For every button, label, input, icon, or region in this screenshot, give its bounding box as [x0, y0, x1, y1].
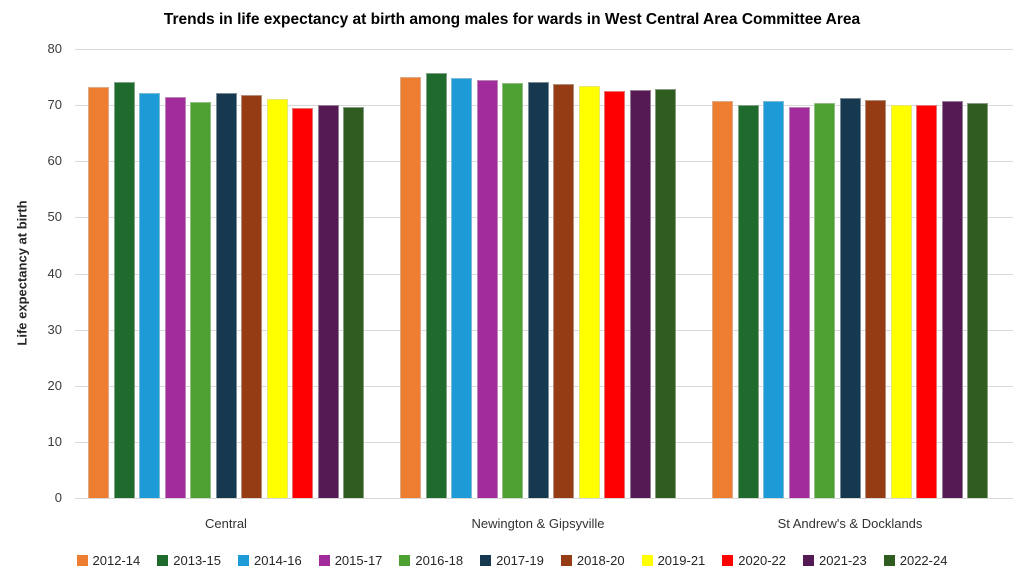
- legend-swatch-icon: [157, 555, 169, 566]
- legend-item: 2012-14: [76, 553, 141, 568]
- legend-swatch-icon: [76, 555, 88, 566]
- legend-item: 2016-18: [399, 553, 463, 568]
- y-tick-label: 70: [47, 97, 62, 113]
- bar: [814, 103, 835, 498]
- bar: [967, 103, 988, 498]
- legend-item: 2013-15: [157, 553, 221, 568]
- legend-label: 2015-17: [334, 553, 383, 568]
- bar: [164, 96, 186, 498]
- bar: [839, 98, 861, 498]
- bar: [763, 101, 784, 498]
- bar-group-1: [88, 49, 364, 498]
- legend-label: 2014-16: [253, 553, 302, 568]
- bar: [527, 81, 549, 498]
- bar: [655, 88, 676, 498]
- legend-swatch-icon: [318, 555, 330, 566]
- bar: [916, 104, 937, 498]
- bar: [241, 95, 262, 498]
- legend-item: 2020-22: [722, 553, 786, 568]
- bar: [215, 93, 237, 498]
- legend-item: 2018-20: [560, 553, 625, 568]
- legend-swatch-icon: [641, 555, 653, 566]
- legend-label: 2012-14: [92, 553, 141, 568]
- legend-item: 2017-19: [480, 553, 544, 568]
- y-tick-label: 80: [47, 41, 62, 56]
- y-tick-label: 40: [47, 265, 62, 281]
- bar: [425, 73, 447, 498]
- y-tick-label: 0: [54, 490, 62, 505]
- legend-item: 2022-24: [883, 553, 948, 568]
- bar: [737, 104, 759, 498]
- legend-swatch-icon: [237, 555, 249, 566]
- y-tick-label: 50: [47, 209, 62, 225]
- bar: [890, 105, 912, 498]
- gridline: [75, 49, 1013, 50]
- bar-group-2: [400, 49, 676, 498]
- bar: [88, 86, 109, 498]
- bar: [788, 106, 810, 498]
- bar: [317, 104, 339, 498]
- legend-swatch-icon: [722, 555, 734, 566]
- legend-label: 2013-15: [173, 553, 221, 568]
- legend-label: 2016-18: [415, 553, 464, 568]
- legend-label: 2022-24: [899, 553, 948, 568]
- bar: [865, 100, 886, 498]
- bar: [400, 77, 421, 498]
- bar: [629, 89, 651, 498]
- bar: [190, 101, 211, 498]
- legend-swatch-icon: [883, 555, 895, 566]
- y-tick-label: 20: [47, 377, 62, 393]
- legend-swatch-icon: [480, 555, 492, 566]
- chart-title: Trends in life expectancy at birth among…: [163, 11, 861, 28]
- bar: [343, 107, 364, 498]
- legend-item: 2019-21: [641, 553, 706, 568]
- legend-label: 2017-19: [496, 553, 544, 568]
- legend-label: 2021-23: [819, 553, 867, 568]
- x-axis-label: Newington & Gipsyville: [471, 516, 605, 531]
- legend-swatch-icon: [399, 555, 411, 566]
- bar: [476, 79, 498, 498]
- y-tick-label: 30: [47, 321, 62, 337]
- legend-label: 2020-22: [738, 553, 787, 568]
- legend: 2012-14 2013-15 2014-16 2015-17 2016-18 2017-…: [0, 553, 1024, 568]
- y-axis-title: Life expectancy at birth: [14, 200, 30, 346]
- bar: [578, 86, 600, 498]
- bar: [451, 77, 472, 498]
- x-axis-label: St Andrew's & Docklands: [777, 516, 923, 531]
- bar-group-3: [712, 49, 988, 498]
- y-tick-label: 60: [47, 153, 62, 169]
- bar: [604, 91, 625, 498]
- legend-item: 2015-17: [318, 553, 383, 568]
- y-tick-label: 10: [47, 433, 62, 449]
- bar: [139, 92, 160, 498]
- bar: [113, 82, 135, 498]
- x-axis-label: Central: [205, 516, 247, 531]
- bar: [941, 100, 963, 498]
- legend-label: 2018-20: [576, 553, 625, 568]
- legend-item: 2014-16: [237, 553, 302, 568]
- bar: [292, 107, 313, 498]
- bar: [266, 98, 288, 498]
- legend-swatch-icon: [560, 555, 572, 566]
- legend-swatch-icon: [803, 555, 815, 566]
- legend-item: 2021-23: [803, 553, 867, 568]
- bar: [502, 82, 523, 498]
- bar: [553, 83, 574, 498]
- plot-area: [75, 49, 1013, 499]
- gridline: [75, 498, 1013, 499]
- legend-label: 2019-21: [657, 553, 706, 568]
- bar: [712, 101, 733, 498]
